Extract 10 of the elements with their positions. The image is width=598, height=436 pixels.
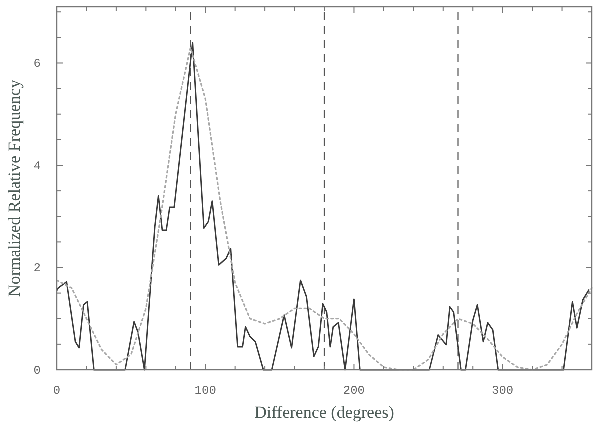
y-tick-label: 0 [34,364,41,378]
x-tick-label: 100 [194,384,216,398]
x-tick-label: 0 [53,384,61,398]
x-axis-title: Difference (degrees) [254,403,394,422]
x-tick-label: 300 [492,384,514,398]
y-tick-label: 6 [34,57,41,72]
y-tick-label: 2 [34,262,41,276]
x-tick-label: 200 [343,384,366,398]
y-axis-title: Normalized Relative Frequency [5,79,24,298]
y-tick-label: 4 [34,159,41,174]
